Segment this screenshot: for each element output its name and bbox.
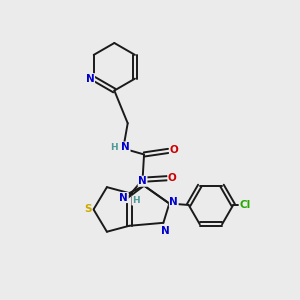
Text: N: N (121, 142, 130, 152)
Text: N: N (86, 74, 94, 84)
Text: N: N (169, 197, 178, 207)
Text: O: O (169, 145, 178, 155)
Text: Cl: Cl (239, 200, 251, 210)
Text: N: N (138, 176, 147, 186)
Text: O: O (168, 173, 177, 183)
Text: H: H (132, 196, 140, 205)
Text: H: H (110, 142, 118, 152)
Text: N: N (161, 226, 170, 236)
Text: N: N (119, 193, 128, 202)
Text: S: S (84, 204, 92, 214)
